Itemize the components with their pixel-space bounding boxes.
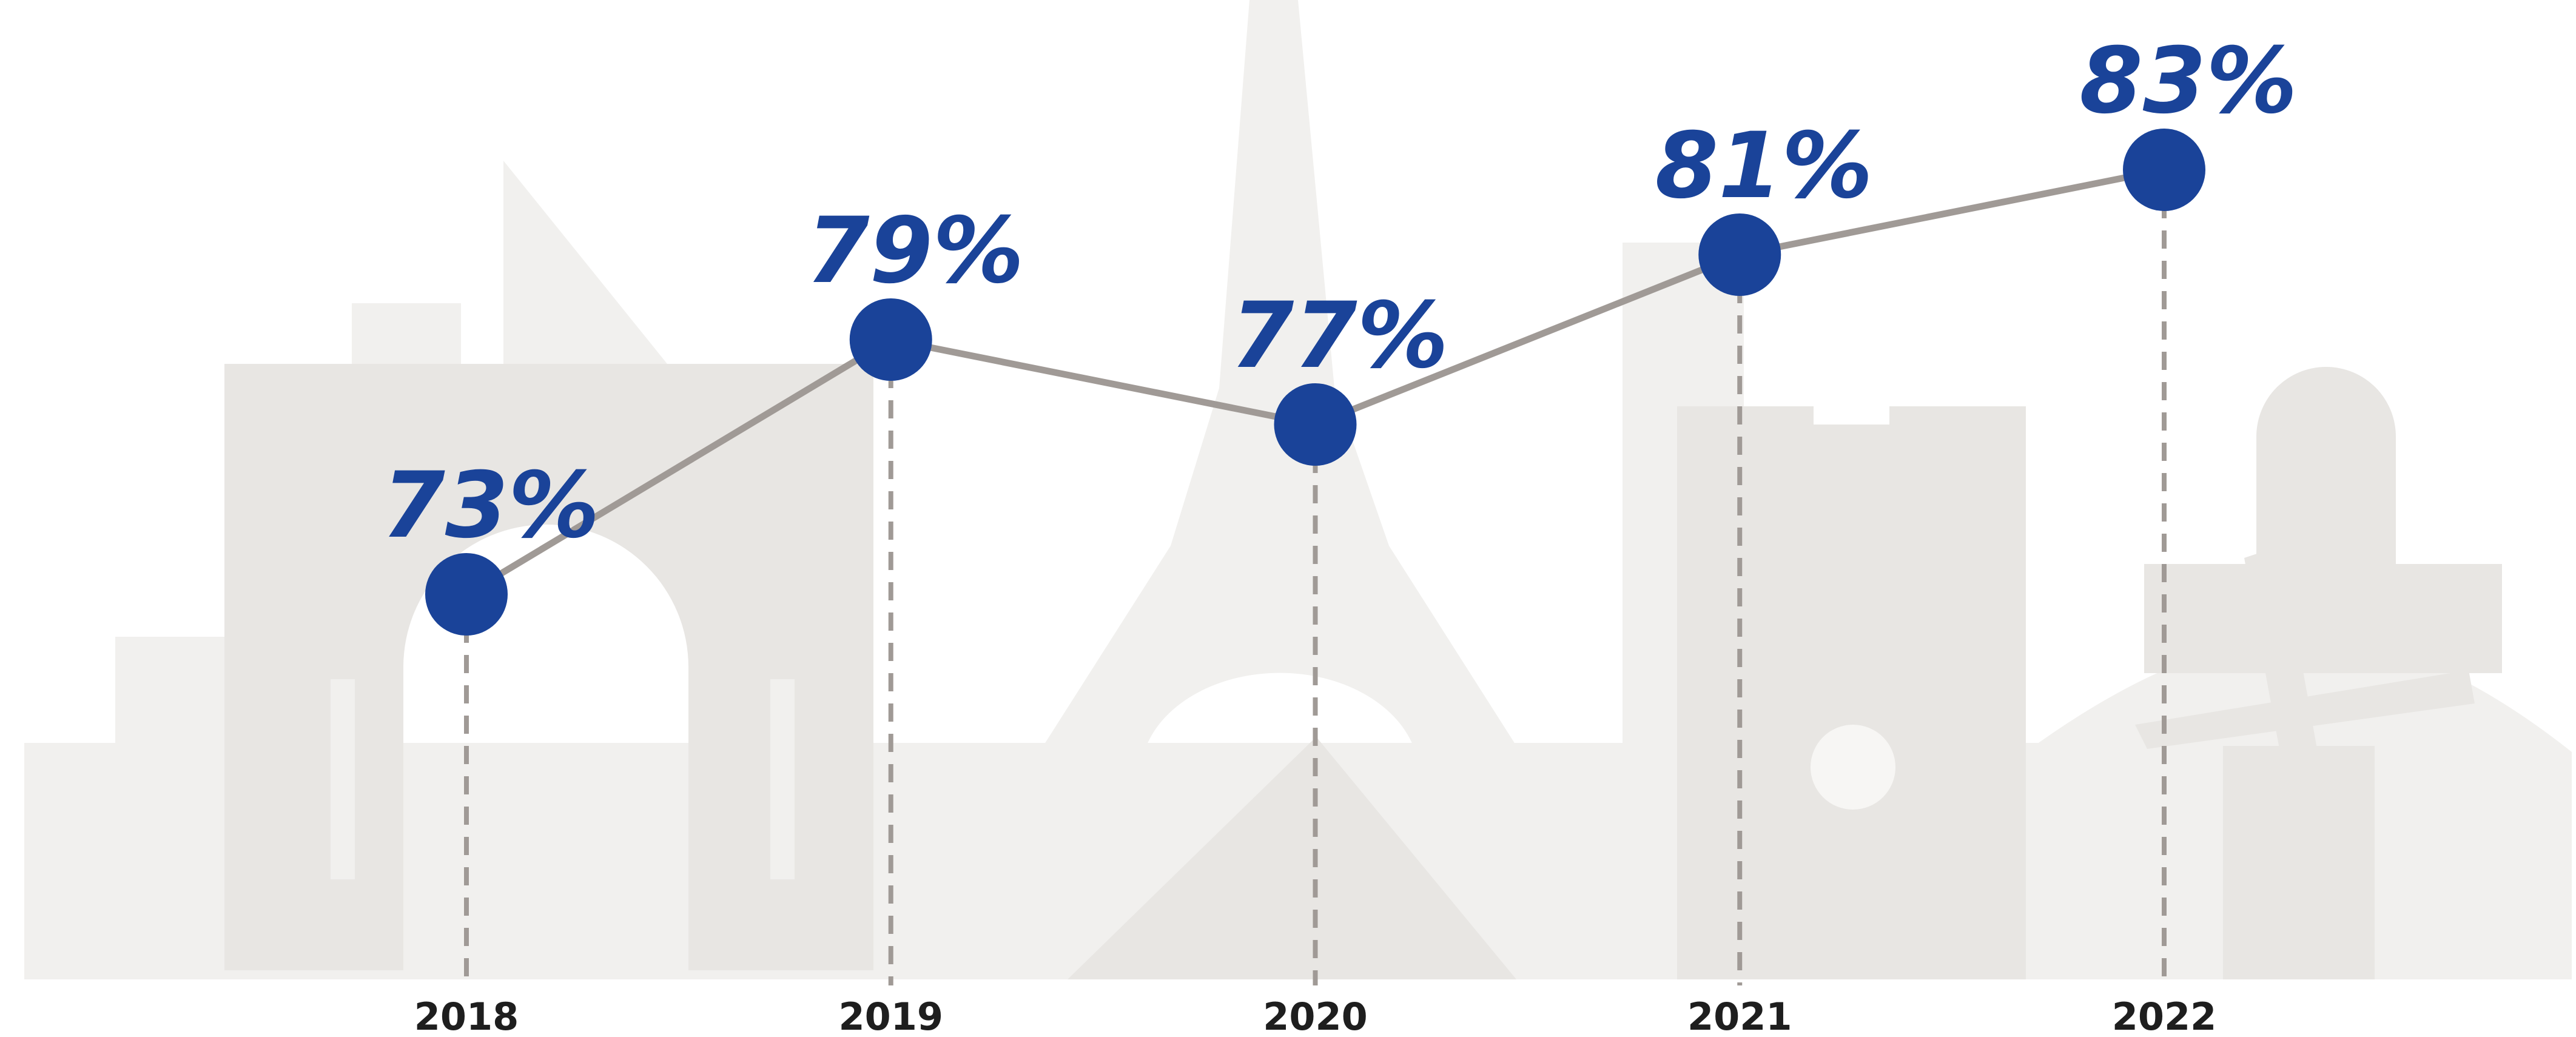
data-point	[2123, 129, 2205, 211]
x-tick-label: 2018	[414, 995, 519, 1037]
x-tick-label: 2022	[2112, 995, 2217, 1037]
x-tick-label: 2021	[1687, 995, 1792, 1037]
data-point	[1274, 383, 1357, 466]
data-point	[1698, 213, 1781, 296]
x-tick-label: 2019	[838, 995, 943, 1037]
data-point	[425, 553, 508, 636]
value-label: 77%	[1231, 283, 1448, 389]
plot-area: 73% 2018 79% 2019 77% 2020 81% 2021 83% 2022	[382, 29, 2297, 1037]
value-label: 81%	[1655, 113, 1873, 219]
value-label: 79%	[806, 198, 1024, 304]
value-label: 83%	[2079, 29, 2297, 134]
x-tick-label: 2020	[1263, 995, 1368, 1037]
skyline-background	[24, 0, 2572, 979]
data-point	[849, 298, 932, 381]
value-label: 73%	[382, 453, 599, 559]
